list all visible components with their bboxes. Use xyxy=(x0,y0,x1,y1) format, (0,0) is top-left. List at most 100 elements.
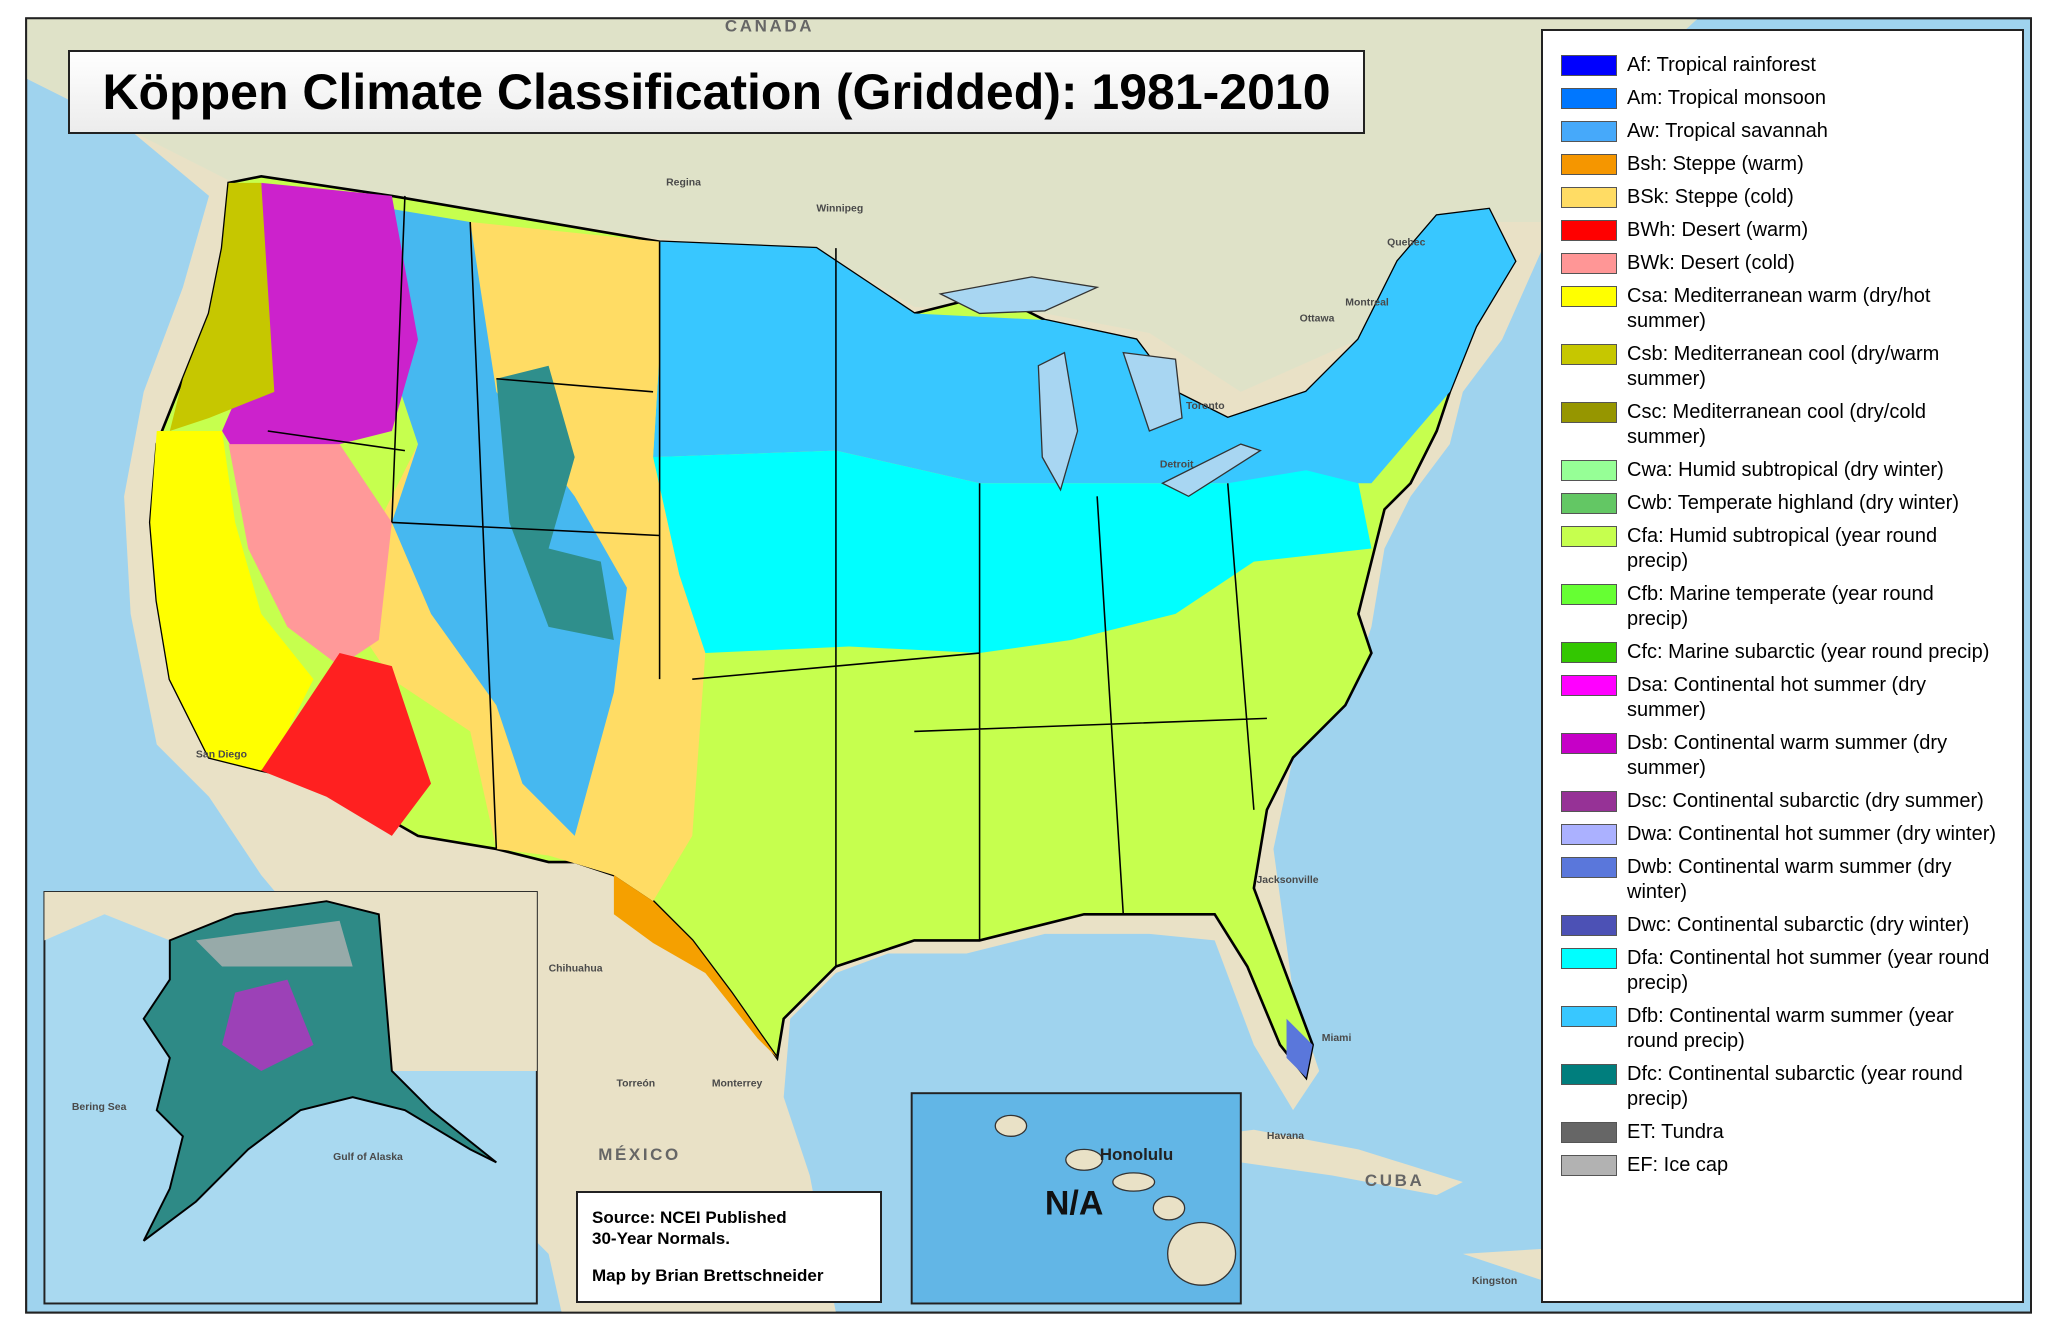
map-label: Quebec xyxy=(1387,238,1425,249)
credit-text: Map by Brian Brettschneider xyxy=(592,1266,824,1285)
map-label: Montreal xyxy=(1345,298,1389,309)
legend-label: EF: Ice cap xyxy=(1627,1154,1729,1176)
legend-label: Dsa: Continental hot summer (dry summer) xyxy=(1627,674,1927,721)
hawaii-na: N/A xyxy=(1045,1185,1103,1223)
legend-label: Dwc: Continental subarctic (dry winter) xyxy=(1627,914,1970,936)
legend-swatch xyxy=(1561,1155,1617,1176)
us-dsb xyxy=(222,182,418,497)
us-csa xyxy=(150,431,314,771)
legend-label: Csc: Mediterranean cool (dry/cold summer… xyxy=(1627,401,1927,448)
lake-erie xyxy=(1160,443,1262,498)
legend-item: EF: Ice cap xyxy=(1561,1153,2008,1178)
us-dfc xyxy=(496,365,614,640)
legend-swatch xyxy=(1561,526,1617,547)
map-label: CANADA xyxy=(725,16,814,35)
legend-swatch xyxy=(1561,1064,1617,1085)
legend-label: BSk: Steppe (cold) xyxy=(1627,186,1794,208)
island xyxy=(1065,1148,1104,1171)
map-label: Havana xyxy=(1267,1131,1304,1142)
legend-label: Cwb: Temperate highland (dry winter) xyxy=(1627,492,1960,514)
legend-swatch xyxy=(1561,460,1617,481)
legend-label: Dsc: Continental subarctic (dry summer) xyxy=(1627,790,1984,812)
legend-item: ET: Tundra xyxy=(1561,1120,2008,1145)
legend-item: Dsb: Continental warm summer (dry summer… xyxy=(1561,731,2008,781)
legend-label: Csb: Mediterranean cool (dry/warm summer… xyxy=(1627,343,1940,390)
legend-label: Af: Tropical rainforest xyxy=(1627,54,1816,76)
legend-item: Dsa: Continental hot summer (dry summer) xyxy=(1561,673,2008,723)
legend-swatch xyxy=(1561,253,1617,274)
source-text: 30-Year Normals. xyxy=(592,1229,730,1248)
legend-item: Csc: Mediterranean cool (dry/cold summer… xyxy=(1561,400,2008,450)
us-dfa xyxy=(653,450,1372,654)
us-csb xyxy=(169,182,275,432)
island xyxy=(1152,1195,1186,1221)
legend-label: Dfc: Continental subarctic (year round p… xyxy=(1627,1063,1963,1110)
legend-label: Csa: Mediterranean warm (dry/hot summer) xyxy=(1627,285,1931,332)
legend-swatch xyxy=(1561,824,1617,845)
legend-label: Bsh: Steppe (warm) xyxy=(1627,153,1804,175)
alaska-dsb xyxy=(222,979,314,1071)
us-mountain-dfb xyxy=(378,208,627,836)
map-frame xyxy=(25,17,2032,1314)
legend-swatch xyxy=(1561,344,1617,365)
alaska-tundra xyxy=(195,920,353,967)
lake-huron xyxy=(1122,351,1183,432)
legend-label: Dsb: Continental warm summer (dry summer… xyxy=(1627,732,1948,779)
legend-swatch xyxy=(1561,220,1617,241)
legend-item: Cfc: Marine subarctic (year round precip… xyxy=(1561,640,2008,665)
legend-item: BWh: Desert (warm) xyxy=(1561,218,2008,243)
us-dfb xyxy=(653,208,1516,484)
map-title: Köppen Climate Classification (Gridded):… xyxy=(68,50,1365,134)
legend-swatch xyxy=(1561,187,1617,208)
legend-swatch xyxy=(1561,675,1617,696)
lake-superior xyxy=(938,276,1100,315)
legend-swatch xyxy=(1561,55,1617,76)
legend-label: Dwb: Continental warm summer (dry winter… xyxy=(1627,856,1952,903)
legend-item: Aw: Tropical savannah xyxy=(1561,119,2008,144)
us-dwb xyxy=(1286,1018,1313,1078)
map-label: Winnipeg xyxy=(816,204,863,215)
legend-item: Dwb: Continental warm summer (dry winter… xyxy=(1561,855,2008,905)
legend-item: Dwc: Continental subarctic (dry winter) xyxy=(1561,913,2008,938)
map-label: Toronto xyxy=(1186,401,1225,412)
legend-swatch xyxy=(1561,402,1617,423)
legend-label: Cfc: Marine subarctic (year round precip… xyxy=(1627,641,1990,663)
map-label: Monterrey xyxy=(712,1079,763,1090)
legend-item: Af: Tropical rainforest xyxy=(1561,53,2008,78)
legend-label: BWh: Desert (warm) xyxy=(1627,219,1809,241)
legend-swatch xyxy=(1561,733,1617,754)
hawaii-inset xyxy=(910,1092,1242,1305)
legend-item: Dfa: Continental hot summer (year round … xyxy=(1561,946,2008,996)
legend-item: Cwa: Humid subtropical (dry winter) xyxy=(1561,458,2008,483)
legend-label: Am: Tropical monsoon xyxy=(1627,87,1826,109)
legend-item: Dfb: Continental warm summer (year round… xyxy=(1561,1004,2008,1054)
legend-item: BWk: Desert (cold) xyxy=(1561,251,2008,276)
legend-swatch xyxy=(1561,915,1617,936)
us-bwh xyxy=(261,653,432,836)
map-label: Regina xyxy=(666,177,701,188)
legend-item: Am: Tropical monsoon xyxy=(1561,86,2008,111)
legend-label: ET: Tundra xyxy=(1627,1121,1724,1143)
legend-swatch xyxy=(1561,642,1617,663)
state-borders xyxy=(267,195,1267,967)
map-label: Gulf of Alaska xyxy=(333,1152,403,1163)
legend-swatch xyxy=(1561,1122,1617,1143)
map-label: Torreón xyxy=(617,1079,656,1090)
island xyxy=(1167,1221,1237,1286)
island xyxy=(994,1114,1028,1137)
map-label: San Diego xyxy=(196,750,247,761)
legend: Af: Tropical rainforest Am: Tropical mons… xyxy=(1541,29,2024,1303)
alaska-land xyxy=(142,900,497,1242)
legend-item: BSk: Steppe (cold) xyxy=(1561,185,2008,210)
legend-item: Cwb: Temperate highland (dry winter) xyxy=(1561,491,2008,516)
source-text: Source: NCEI Published xyxy=(592,1208,787,1227)
map-label: Honolulu xyxy=(1100,1145,1174,1164)
legend-label: Cfb: Marine temperate (year round precip… xyxy=(1627,583,1934,630)
legend-item: Cfb: Marine temperate (year round precip… xyxy=(1561,582,2008,632)
map-label: MÉXICO xyxy=(598,1145,681,1164)
legend-swatch xyxy=(1561,584,1617,605)
legend-item: Cfa: Humid subtropical (year round preci… xyxy=(1561,524,2008,574)
lake-michigan xyxy=(1037,351,1079,492)
us-bwk xyxy=(228,444,392,667)
